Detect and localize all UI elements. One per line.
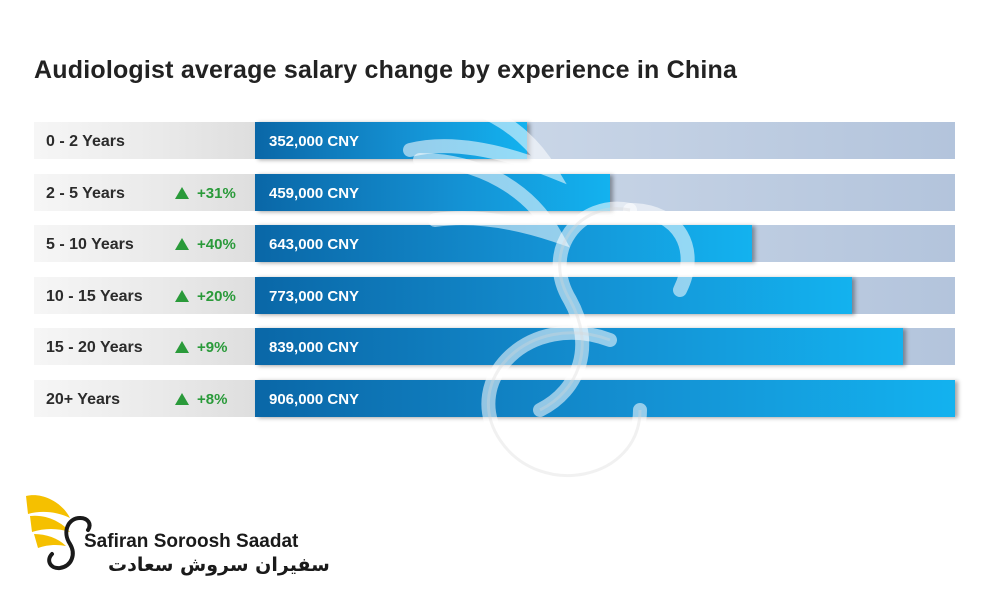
category-label-cell: 5 - 10 Years +40% xyxy=(34,225,255,262)
salary-bar: 352,000 CNY xyxy=(255,122,527,159)
change-indicator: +31% xyxy=(175,174,236,214)
bar-value-label: 352,000 CNY xyxy=(269,133,360,150)
bar-track: 352,000 CNY xyxy=(255,122,955,159)
change-percent: +40% xyxy=(197,236,236,253)
category-label: 20+ Years xyxy=(46,390,121,408)
bar-row: 2 - 5 Years +31% 459,000 CNY xyxy=(34,173,955,214)
bar-value-label: 459,000 CNY xyxy=(269,184,360,202)
change-indicator: +9% xyxy=(175,328,227,368)
change-indicator: +20% xyxy=(175,277,236,317)
change-indicator: +40% xyxy=(175,225,236,265)
category-label-cell: 10 - 15 Years +20% xyxy=(34,276,255,317)
logo-name-persian: سفیران سروش سعادت xyxy=(108,554,330,576)
bar-row: 10 - 15 Years +20% 773,000 CNY xyxy=(34,276,955,317)
bar-row: 15 - 20 Years +9% 839,000 CNY xyxy=(34,328,955,365)
bar-row: 0 - 2 Years 352,000 CNY xyxy=(34,122,955,159)
up-arrow-icon xyxy=(175,392,189,405)
category-label: 15 - 20 Years xyxy=(46,339,143,356)
salary-bar: 773,000 CNY xyxy=(255,276,852,314)
change-indicator: +8% xyxy=(175,380,227,420)
chart-title: Audiologist average salary change by exp… xyxy=(34,56,738,84)
category-label-cell: 2 - 5 Years +31% xyxy=(34,173,255,214)
bar-row: 20+ Years +8% 906,000 CNY xyxy=(34,379,955,420)
bar-track: 459,000 CNY xyxy=(255,173,955,211)
bar-chart: 0 - 2 Years 352,000 CNY 2 - 5 Years +31% 459… xyxy=(34,122,955,431)
change-percent: +31% xyxy=(197,184,236,202)
bar-track: 773,000 CNY xyxy=(255,276,955,314)
bar-value-label: 906,000 CNY xyxy=(269,390,360,408)
up-arrow-icon xyxy=(175,238,189,250)
swan-logo-icon xyxy=(26,495,92,571)
company-logo: Safiran Soroosh Saadat سفیران سروش سعادت xyxy=(22,488,330,578)
bar-track: 839,000 CNY xyxy=(255,328,955,365)
up-arrow-icon xyxy=(175,186,189,199)
bar-track: 906,000 CNY xyxy=(255,379,955,417)
salary-bar: 459,000 CNY xyxy=(255,173,610,211)
category-label: 10 - 15 Years xyxy=(46,287,143,305)
bar-value-label: 839,000 CNY xyxy=(269,339,360,356)
category-label-cell: 20+ Years +8% xyxy=(34,379,255,420)
up-arrow-icon xyxy=(175,341,189,353)
category-label: 0 - 2 Years xyxy=(46,133,125,150)
logo-name-english: Safiran Soroosh Saadat xyxy=(84,531,299,552)
category-label: 2 - 5 Years xyxy=(46,184,125,202)
category-label: 5 - 10 Years xyxy=(46,236,134,253)
salary-bar: 643,000 CNY xyxy=(255,225,752,262)
change-percent: +20% xyxy=(197,287,236,305)
category-label-cell: 15 - 20 Years +9% xyxy=(34,328,255,365)
bar-track: 643,000 CNY xyxy=(255,225,955,262)
bar-value-label: 773,000 CNY xyxy=(269,287,360,305)
bar-row: 5 - 10 Years +40% 643,000 CNY xyxy=(34,225,955,262)
salary-bar: 906,000 CNY xyxy=(255,379,955,417)
category-label-cell: 0 - 2 Years xyxy=(34,122,255,159)
up-arrow-icon xyxy=(175,289,189,302)
salary-bar: 839,000 CNY xyxy=(255,328,903,365)
change-percent: +9% xyxy=(197,339,228,356)
bar-value-label: 643,000 CNY xyxy=(269,236,360,253)
change-percent: +8% xyxy=(197,390,228,408)
